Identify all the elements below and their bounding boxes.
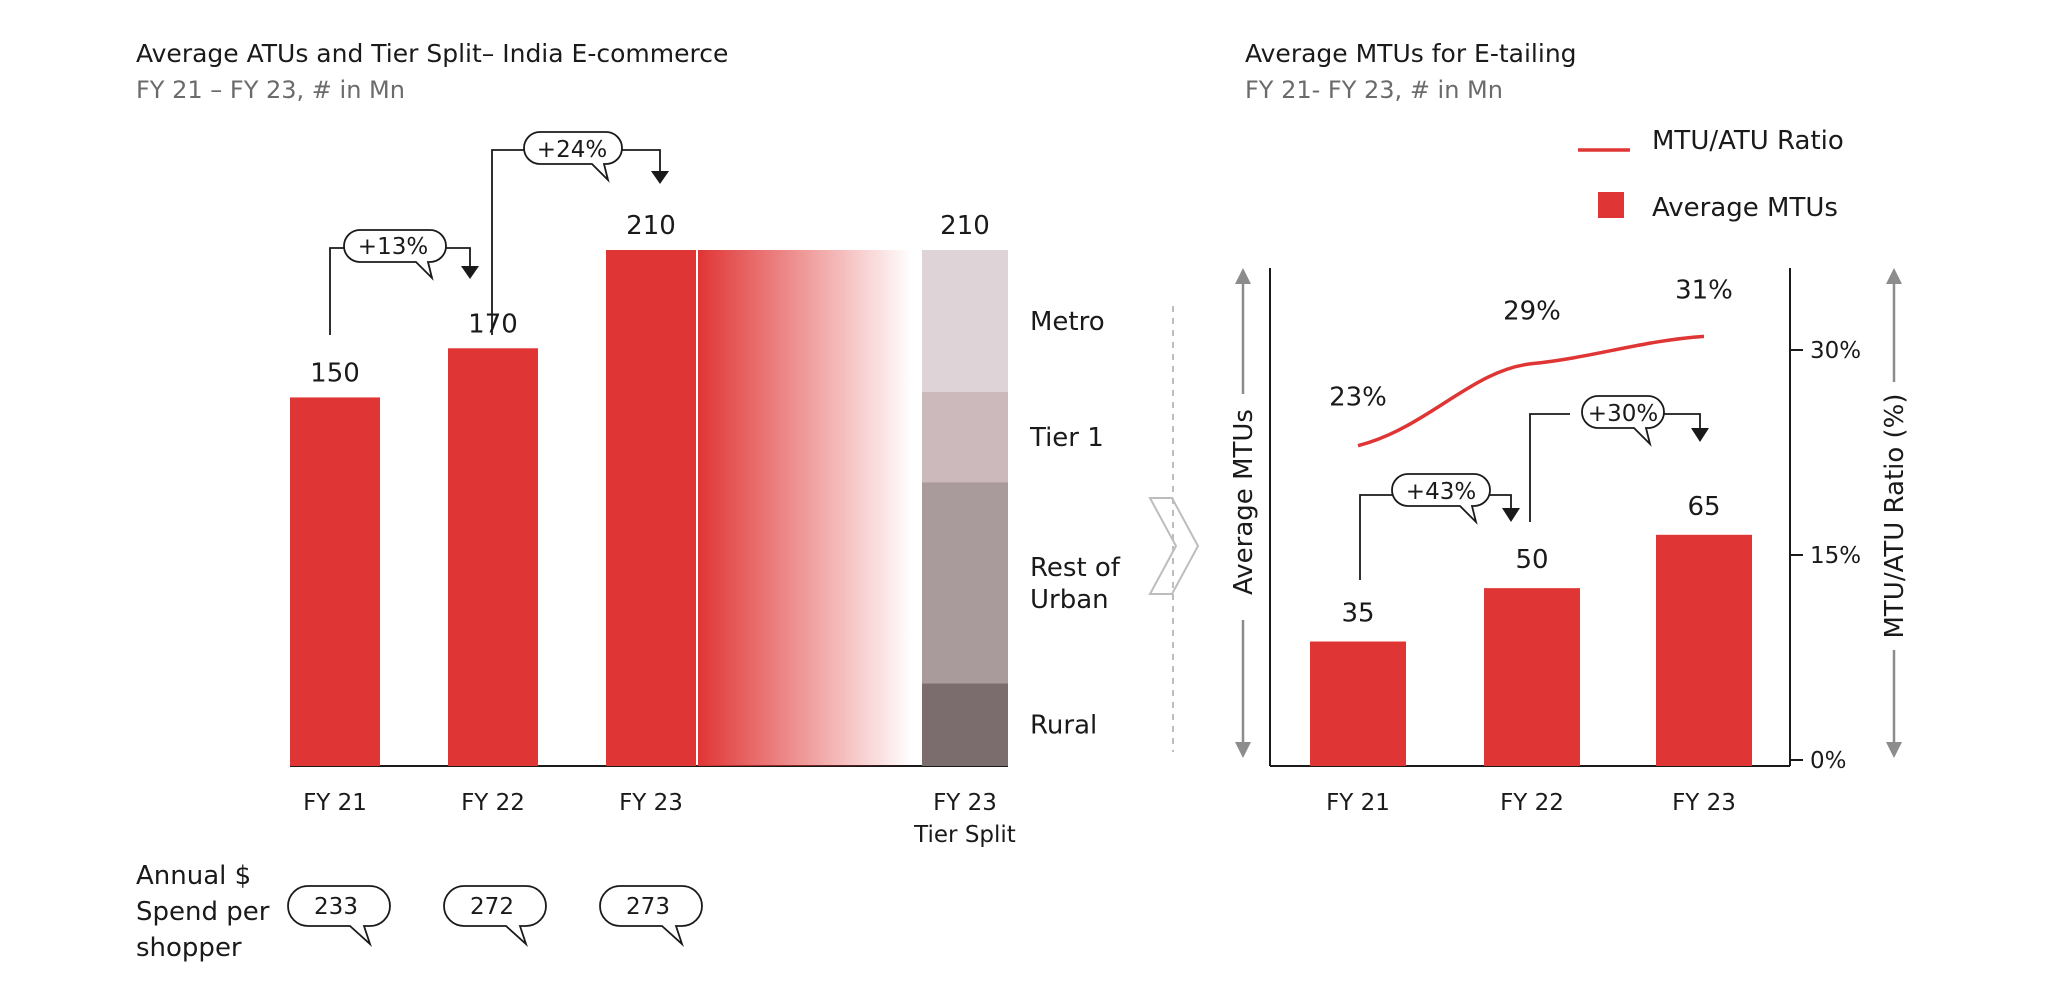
left-axis-double-arrow: [1235, 268, 1251, 758]
spend-bubble-fy23: [599, 885, 703, 947]
tier-label: Urban: [1030, 585, 1109, 615]
bar-value-label: 150: [310, 358, 360, 388]
left-chart-subtitle: FY 21 – FY 23, # in Mn: [136, 76, 405, 104]
legend-label: Average MTUs: [1652, 193, 1838, 223]
bar-mtu-fy-22: [1484, 588, 1580, 766]
legend: MTU/ATU Ratio Average MTUs: [1578, 126, 1844, 223]
growth-connector-fy21-fy22: [329, 247, 346, 335]
right-axis-double-arrow: [1886, 268, 1902, 758]
tier-segment-metro: [922, 250, 1008, 392]
ratio-value-label: 31%: [1675, 275, 1733, 305]
arrow-down-icon: [1691, 428, 1709, 442]
growth-connector-fy22-fy23: [491, 149, 524, 335]
left-bars: 150 FY 21 170 FY 22 210 FY 23: [290, 211, 696, 816]
spend-label-line-2: Spend per: [136, 897, 270, 927]
tier-label: Rural: [1030, 711, 1097, 741]
growth-connector-fy22-fy23-end: [620, 149, 661, 172]
y2-ticks: 0% 15% 30%: [1790, 338, 1861, 774]
spend-bubble-fy21: [287, 885, 391, 947]
growth-connector-fy21-fy22-end: [444, 247, 471, 268]
y2-tick-label: 30%: [1810, 338, 1861, 364]
y2-axis-label: MTU/ATU Ratio (%): [1880, 393, 1910, 638]
ratio-line-mtu-atu-ratio: [1357, 334, 1705, 448]
tier-segment-rest-of-urban: [922, 482, 1008, 684]
bar-mtu-fy-21: [1310, 641, 1406, 766]
growth-label-mtu-fy22-fy23: +30%: [1588, 401, 1658, 427]
spend-value-fy21: 233: [314, 894, 358, 920]
tier-total-label: 210: [940, 211, 990, 241]
bar-value-label: 65: [1687, 492, 1720, 522]
right-bars: 35 FY 21 50 FY 22 65 FY 23: [1310, 492, 1752, 816]
arrow-down-icon: [651, 171, 669, 184]
y2-tick-label: 0%: [1810, 748, 1847, 774]
right-chart-title: Average MTUs for E-tailing: [1245, 39, 1577, 68]
tier-segment-rural: [922, 683, 1008, 766]
bar-mtu-fy-23: [1656, 534, 1752, 766]
x-tick-label: FY 22: [1500, 790, 1564, 816]
y-axis-label: Average MTUs: [1229, 409, 1259, 595]
x-tick-label: FY 21: [303, 790, 367, 816]
arrow-down-icon: [1502, 508, 1520, 522]
spend-bubble-fy22: [443, 885, 547, 947]
growth-connector-mtu-fy21-fy22: [1359, 494, 1394, 580]
y2-tick-label: 15%: [1810, 543, 1861, 569]
bar-atu-fy-21: [290, 397, 380, 766]
tier-label: Metro: [1030, 307, 1105, 337]
legend-label: MTU/ATU Ratio: [1652, 126, 1844, 156]
fy23-fade-band: [698, 250, 912, 766]
growth-bubble-mtu-fy22-fy23: [1581, 395, 1665, 447]
x-tick-label: Tier Split: [913, 822, 1016, 848]
left-chart-title: Average ATUs and Tier Split– India E-com…: [136, 39, 728, 68]
bar-value-label: 210: [626, 211, 676, 241]
bar-value-label: 170: [468, 309, 518, 339]
x-tick-label: FY 23: [1672, 790, 1736, 816]
spend-label-line-3: shopper: [136, 933, 242, 963]
growth-bubble-fy22-fy23: [523, 131, 623, 183]
spend-value-fy23: 273: [626, 894, 670, 920]
arrow-down-icon: [461, 266, 479, 279]
growth-label-mtu-fy21-fy22: +43%: [1406, 479, 1476, 505]
tier-segment-tier-1: [922, 391, 1008, 483]
right-chart-subtitle: FY 21- FY 23, # in Mn: [1245, 76, 1503, 104]
bar-value-label: 35: [1341, 599, 1374, 629]
spend-value-fy22: 272: [470, 894, 514, 920]
growth-bubble-mtu-fy21-fy22: [1391, 473, 1491, 525]
x-tick-label: FY 23: [619, 790, 683, 816]
ratio-value-label: 23%: [1329, 383, 1387, 413]
growth-connector-mtu-fy21-fy22-end: [1486, 494, 1512, 510]
ratio-value-label: 29%: [1503, 297, 1561, 327]
tier-label: Tier 1: [1029, 423, 1104, 453]
growth-connector-mtu-fy22-fy23-end: [1662, 413, 1701, 430]
growth-bubble-fy21-fy22: [343, 229, 447, 281]
tier-label: Rest of: [1030, 553, 1121, 583]
bar-atu-fy-22: [448, 348, 538, 766]
x-tick-label: FY 22: [461, 790, 525, 816]
legend-swatch-bar: [1598, 192, 1624, 218]
x-tick-label: FY 23: [933, 790, 997, 816]
bar-atu-fy-23: [606, 250, 696, 766]
bar-value-label: 50: [1515, 545, 1548, 575]
growth-connector-mtu-fy22-fy23: [1529, 413, 1570, 522]
growth-label-fy21-fy22: +13%: [358, 234, 428, 260]
ratio-line-group: 23% 29% 31%: [1329, 275, 1733, 448]
x-tick-label: FY 21: [1326, 790, 1390, 816]
growth-label-fy22-fy23: +24%: [537, 137, 607, 163]
spend-label-line-1: Annual $: [136, 861, 251, 891]
